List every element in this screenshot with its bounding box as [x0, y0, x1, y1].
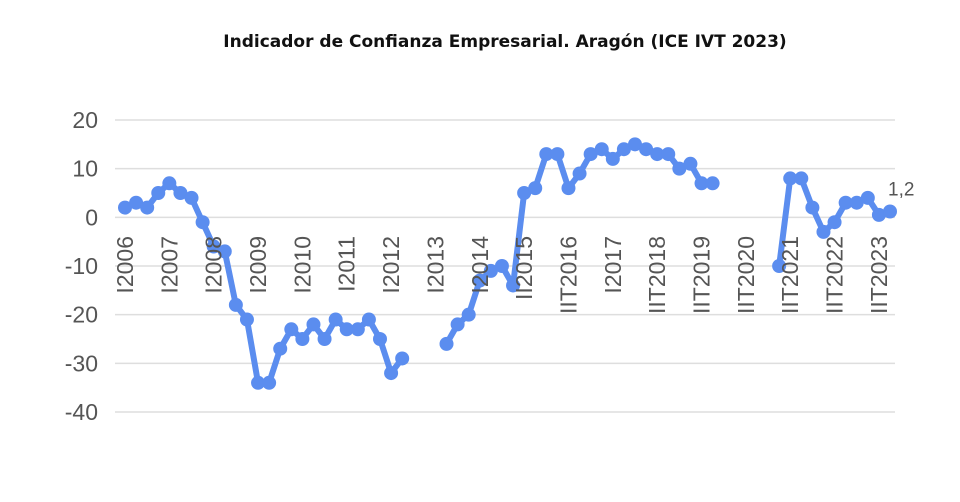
x-tick-label: IIT2019 — [689, 236, 715, 314]
data-point — [705, 176, 720, 191]
y-tick-label: 0 — [85, 204, 98, 230]
y-axis-ticks: 20 10 0 -10 -20 -30 -40 — [65, 107, 98, 425]
x-tick-label: I2011 — [334, 236, 360, 292]
x-tick-label: IIT2016 — [555, 236, 581, 314]
x-tick-label: I2007 — [156, 236, 182, 294]
data-point — [572, 166, 587, 181]
data-point — [650, 147, 665, 162]
data-point — [506, 278, 521, 293]
x-tick-label: I2010 — [289, 236, 315, 294]
data-point — [461, 307, 476, 322]
data-point — [450, 317, 465, 332]
data-point — [672, 161, 687, 176]
x-tick-label: I2009 — [245, 236, 271, 294]
data-point — [206, 239, 221, 254]
data-point — [528, 181, 543, 196]
data-point — [129, 195, 144, 210]
data-point — [794, 171, 809, 186]
y-tick-label: 20 — [72, 107, 98, 133]
data-point — [616, 142, 631, 157]
x-tick-label: I2013 — [422, 236, 448, 294]
chart-title: Indicador de Confianza Empresarial. Arag… — [223, 32, 787, 52]
data-point — [583, 147, 598, 162]
x-tick-label: II2015 — [511, 236, 537, 300]
data-point — [228, 297, 243, 312]
data-point — [594, 142, 609, 157]
data-point — [339, 322, 354, 337]
data-point — [805, 200, 820, 215]
data-point — [284, 322, 299, 337]
data-point — [483, 263, 498, 278]
y-tick-label: 10 — [72, 156, 98, 182]
x-tick-label: I2008 — [201, 236, 227, 294]
data-point — [361, 312, 376, 327]
data-point — [838, 195, 853, 210]
data-point — [162, 176, 177, 191]
y-tick-label: -30 — [65, 350, 98, 376]
x-tick-label: IIT2023 — [866, 236, 892, 314]
data-point — [317, 332, 332, 346]
x-tick-label: I2014 — [467, 236, 493, 294]
data-point — [140, 200, 155, 215]
data-point — [439, 336, 454, 351]
data-point — [239, 312, 254, 327]
x-tick-label: I2006 — [112, 236, 138, 294]
series-layer — [118, 137, 897, 390]
data-point — [539, 147, 554, 162]
y-tick-label: -20 — [65, 302, 98, 328]
data-point — [273, 341, 288, 356]
y-tick-label: -10 — [65, 253, 98, 279]
data-point — [550, 147, 565, 162]
data-point — [694, 176, 709, 191]
x-tick-label: I2017 — [600, 236, 626, 294]
data-point — [395, 351, 410, 366]
data-point — [262, 375, 277, 390]
data-point — [871, 207, 886, 222]
data-point — [661, 147, 676, 162]
data-labels: 1,2 — [888, 179, 914, 200]
x-tick-label: I2012 — [378, 236, 404, 294]
data-point — [251, 375, 266, 390]
y-tick-label: -40 — [65, 399, 98, 425]
data-point — [783, 171, 798, 186]
data-point — [295, 332, 310, 346]
data-point — [472, 273, 487, 288]
x-tick-label: IIT2022 — [822, 236, 848, 314]
data-point — [605, 151, 620, 166]
data-point — [173, 186, 188, 200]
data-point — [517, 186, 532, 200]
data-point — [561, 181, 576, 196]
data-point — [151, 186, 166, 200]
data-point — [217, 244, 232, 259]
data-point — [827, 215, 842, 230]
data-point — [883, 204, 897, 219]
data-point — [772, 259, 787, 273]
data-label-last: 1,2 — [888, 179, 914, 200]
data-point — [184, 190, 199, 205]
data-point — [328, 312, 343, 327]
x-axis-ticks: I2006 I2007 I2008 I2009 I2010 I2011 I2012 I2013… — [112, 236, 892, 314]
data-point — [373, 332, 387, 346]
x-tick-label: IIT2021 — [777, 236, 803, 314]
data-point — [350, 322, 365, 337]
data-point — [683, 156, 698, 171]
x-tick-label: IIT2018 — [644, 236, 670, 314]
x-tick-label: IIT2020 — [733, 236, 759, 314]
data-point — [816, 224, 831, 239]
data-point — [118, 200, 132, 215]
data-point — [384, 366, 399, 381]
data-point — [860, 190, 875, 205]
data-point — [195, 215, 210, 230]
data-point — [628, 137, 642, 152]
data-point — [849, 195, 864, 210]
data-point — [306, 317, 321, 332]
data-point — [639, 142, 654, 157]
data-point — [494, 259, 509, 273]
